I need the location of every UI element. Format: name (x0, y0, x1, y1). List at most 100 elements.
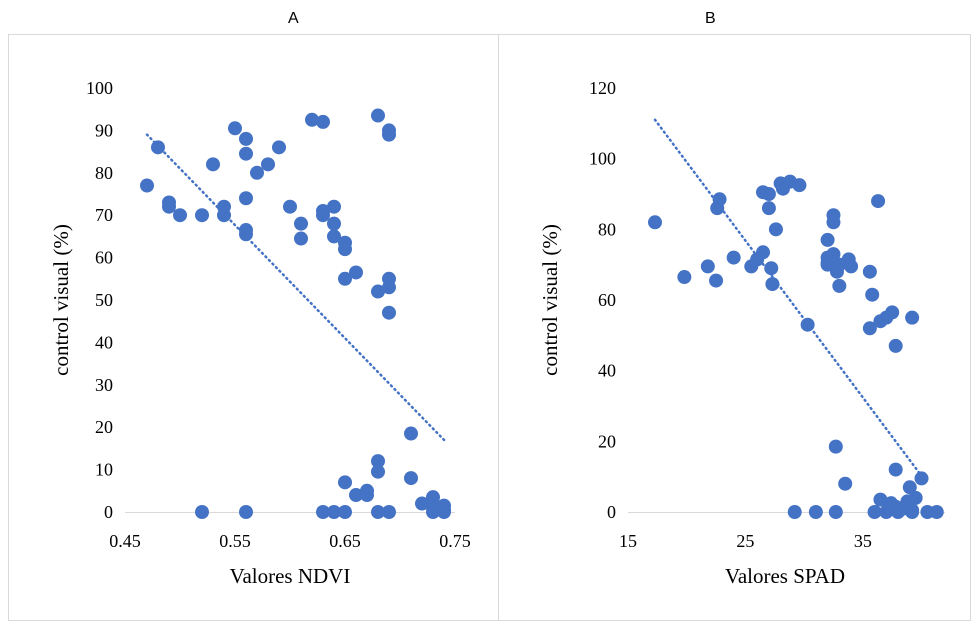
data-point (338, 242, 352, 257)
data-point (261, 157, 275, 172)
data-point (820, 232, 835, 247)
data-point (272, 140, 286, 155)
data-point (768, 222, 783, 237)
x-tick-label: 25 (736, 531, 754, 551)
data-point (173, 208, 187, 223)
data-point (828, 439, 843, 454)
data-point (756, 245, 771, 260)
data-point (338, 505, 352, 519)
data-point (327, 216, 341, 231)
data-point (908, 490, 923, 505)
data-point (316, 505, 330, 519)
data-point (327, 199, 341, 214)
y-tick-label: 70 (95, 205, 113, 225)
data-point (371, 284, 385, 299)
data-point (879, 505, 894, 519)
data-point (726, 250, 741, 265)
x-tick-label: 0.65 (329, 531, 361, 551)
data-point (371, 464, 385, 479)
data-point (338, 475, 352, 490)
data-point (832, 278, 847, 293)
data-point (162, 199, 176, 214)
y-tick-label: 30 (95, 375, 113, 395)
data-point (338, 271, 352, 286)
data-point (283, 199, 297, 214)
data-point (327, 229, 341, 244)
data-point (382, 127, 396, 142)
data-point (140, 178, 154, 193)
x-tick-label: 15 (619, 531, 637, 551)
data-point (828, 505, 843, 519)
data-point (239, 191, 253, 206)
data-point (316, 114, 330, 129)
y-tick-label: 10 (95, 460, 113, 480)
chart-b: 0 20 40 60 80 100 120 15 25 35 Valores SPAD control… (538, 78, 945, 588)
chart-a-frame (8, 34, 499, 621)
data-point (316, 208, 330, 223)
x-axis-title: Valores SPAD (725, 564, 845, 588)
data-point (888, 338, 903, 353)
data-point (648, 215, 663, 230)
data-point (404, 426, 418, 441)
y-tick-label: 100 (589, 149, 616, 169)
data-point (761, 187, 776, 201)
chart-a: 0 10 20 30 40 50 60 70 80 90 100 0.45 0.55 0.65 0.75 Va… (49, 78, 471, 588)
data-point (195, 208, 209, 223)
data-point (700, 259, 715, 274)
y-tick-label: 0 (104, 502, 113, 522)
data-point (426, 505, 440, 519)
data-point (929, 505, 944, 519)
y-tick-label: 50 (95, 290, 113, 310)
y-tick-label: 90 (95, 120, 113, 140)
data-point (865, 287, 880, 302)
data-point (677, 270, 692, 285)
data-point (349, 265, 363, 280)
data-point (371, 108, 385, 123)
data-point (905, 310, 920, 325)
y-tick-label: 40 (598, 361, 616, 381)
y-tick-label: 40 (95, 332, 113, 352)
x-tick-label: 0.75 (439, 531, 471, 551)
y-tick-label: 80 (95, 163, 113, 183)
data-point (862, 321, 877, 336)
data-point (867, 505, 882, 519)
data-point (862, 264, 877, 279)
data-point (305, 112, 319, 127)
data-point (787, 505, 802, 519)
panel-letter-a: A (288, 10, 299, 27)
trendline (653, 118, 929, 485)
data-point (239, 227, 253, 242)
y-tick-label: 100 (86, 78, 113, 98)
data-point (195, 505, 209, 519)
data-point (761, 201, 776, 216)
trendline (145, 133, 446, 442)
y-tick-label: 0 (607, 502, 616, 522)
y-tick-label: 120 (589, 78, 616, 98)
data-point (151, 140, 165, 155)
data-point (905, 505, 920, 519)
data-point (327, 505, 341, 519)
y-tick-label: 80 (598, 219, 616, 239)
data-point (415, 496, 429, 511)
data-point (765, 277, 780, 292)
data-point (709, 273, 724, 288)
data-point (808, 505, 823, 519)
data-point (885, 305, 900, 320)
data-point (239, 131, 253, 146)
data-point (294, 216, 308, 231)
x-axis-title: Valores NDVI (230, 564, 351, 588)
data-point (250, 165, 264, 180)
data-point (371, 454, 385, 469)
data-point (914, 471, 929, 486)
data-point (437, 505, 451, 519)
data-point (844, 259, 859, 274)
y-tick-label: 60 (598, 290, 616, 310)
x-tick-label: 35 (854, 531, 872, 551)
y-tick-label: 20 (598, 431, 616, 451)
y-axis-title: control visual (%) (538, 224, 562, 376)
data-point (764, 261, 779, 276)
data-point (826, 247, 841, 262)
data-point (217, 208, 231, 223)
data-point (792, 178, 807, 193)
